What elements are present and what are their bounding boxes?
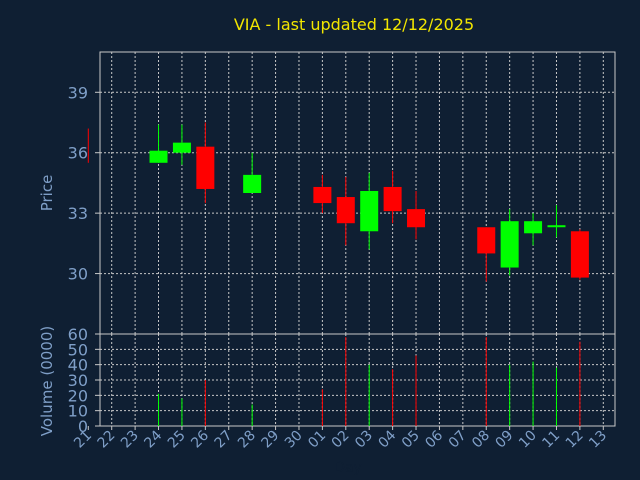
- volume-bars: [158, 337, 581, 426]
- chart-title: VIA - last updated 12/12/2025: [234, 15, 474, 34]
- price-tick-labels: 30 33 36 39: [68, 83, 100, 284]
- day-tick-label: 29: [258, 428, 282, 452]
- candle-body: [547, 225, 566, 228]
- day-tick-label: 21: [71, 428, 95, 452]
- day-tick-label: 30: [282, 428, 306, 452]
- day-tick-label: 12: [563, 428, 587, 452]
- day-tick-label: 28: [235, 428, 259, 452]
- candle-body: [172, 142, 191, 153]
- day-tick-label: 08: [469, 428, 493, 452]
- candle-body: [243, 174, 262, 193]
- volume-tick-label: 10: [68, 402, 88, 421]
- volume-tick-label: 0: [78, 417, 88, 436]
- price-plot-area: [99, 51, 616, 335]
- price-tick-label: 30: [68, 265, 88, 284]
- candle-body: [149, 150, 168, 163]
- volume-tick-label: 30: [68, 371, 88, 390]
- day-tick-label: 26: [188, 427, 212, 451]
- price-tick-label: 33: [68, 204, 88, 223]
- day-tick-label: 24: [141, 427, 165, 451]
- volume-tick-label: 50: [68, 340, 88, 359]
- day-tick-label: 04: [376, 427, 400, 451]
- candle-body: [196, 146, 215, 189]
- candle-body: [570, 231, 589, 278]
- day-tick-labels: 21 22 23 24 25 26 27 28 29 30 01 02 03 04 05 06 07 08 09 10…: [71, 426, 610, 451]
- day-tick-label: 09: [493, 428, 517, 452]
- day-tick-label: 23: [118, 428, 142, 452]
- day-tick-label: 02: [329, 428, 353, 452]
- day-tick-label: 13: [586, 428, 610, 452]
- candle-body: [524, 221, 543, 234]
- price-tick-label: 36: [68, 144, 88, 163]
- candle-body: [336, 197, 355, 224]
- candle-body: [407, 209, 426, 228]
- day-tick-label: 25: [165, 428, 189, 452]
- x-axis-label: Day: [334, 460, 362, 476]
- day-tick-label: 07: [446, 428, 470, 452]
- candle-body: [477, 227, 496, 254]
- candle-body: [383, 186, 402, 212]
- candle-body: [313, 186, 332, 204]
- day-tick-label: 11: [539, 428, 563, 452]
- price-axis-label: Price: [38, 175, 56, 212]
- price-gridlines: [100, 52, 615, 334]
- candle-body: [500, 221, 519, 268]
- volume-tick-label: 40: [68, 356, 88, 375]
- price-candles: [87, 122, 589, 282]
- day-tick-label: 27: [212, 428, 236, 452]
- volume-axis-label: Volume (0000): [38, 326, 56, 436]
- day-tick-label: 22: [95, 428, 119, 452]
- day-tick-label: 10: [516, 428, 540, 452]
- volume-gridlines: [100, 334, 615, 426]
- volume-tick-label: 60: [68, 325, 88, 344]
- day-tick-label: 06: [422, 427, 446, 451]
- candle-body: [360, 190, 379, 232]
- price-panel: 30 33 36 39 Price: [38, 51, 616, 335]
- volume-tick-label: 20: [68, 386, 88, 405]
- day-tick-label: 01: [305, 428, 329, 452]
- day-tick-label: 05: [399, 428, 423, 452]
- price-tick-label: 39: [68, 83, 88, 102]
- day-tick-label: 03: [352, 428, 376, 452]
